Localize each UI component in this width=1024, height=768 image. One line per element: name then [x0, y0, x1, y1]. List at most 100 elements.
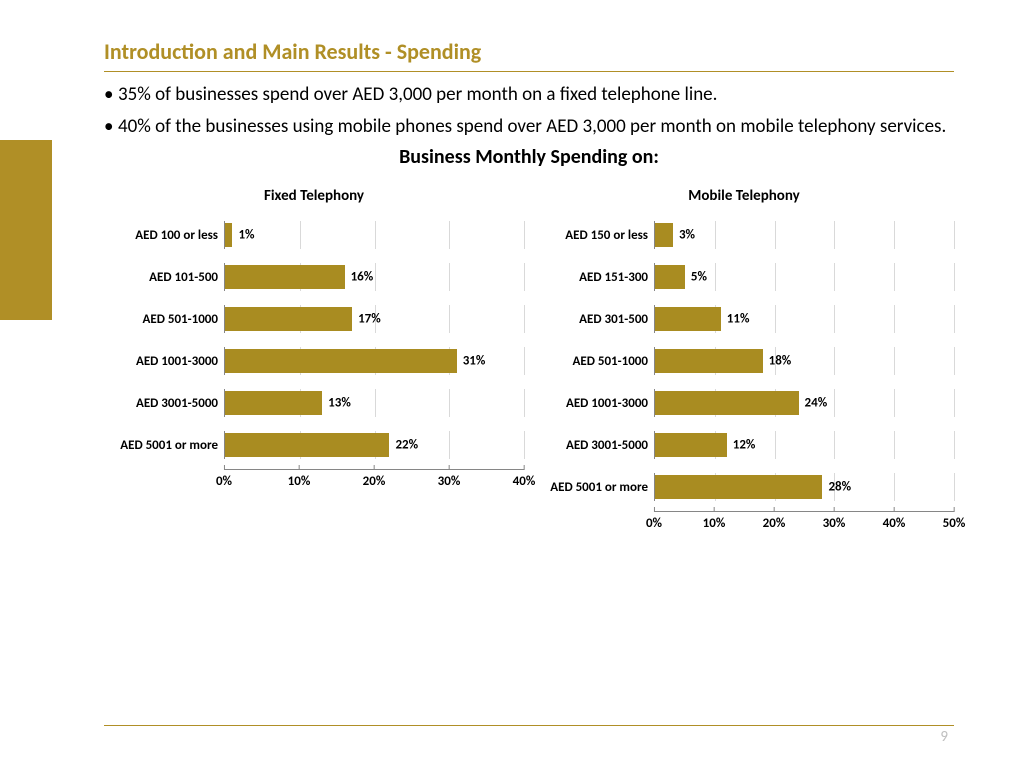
- bar-track: 1%: [224, 221, 524, 249]
- bar-track: 5%: [654, 263, 954, 291]
- category-label: AED 1001-3000: [534, 396, 654, 411]
- gridline: [834, 347, 835, 375]
- bar-track: 28%: [654, 473, 954, 501]
- bars-area: AED 100 or less1% AED 101-50016% AED 501-1…: [104, 221, 524, 459]
- bar-value-label: 24%: [799, 396, 828, 411]
- category-label: AED 151-300: [534, 270, 654, 285]
- bullet-item: 40% of the businesses using mobile phone…: [104, 114, 954, 140]
- bar: [655, 349, 763, 373]
- gridline: [524, 347, 525, 375]
- gridline: [894, 347, 895, 375]
- gridline: [834, 305, 835, 333]
- gridline: [775, 263, 776, 291]
- gridline: [775, 431, 776, 459]
- gridline: [715, 263, 716, 291]
- gridline: [300, 221, 301, 249]
- chart-row: AED 501-100017%: [104, 305, 524, 333]
- gridline: [834, 431, 835, 459]
- bar-track: 22%: [224, 431, 524, 459]
- bar-value-label: 11%: [721, 312, 750, 327]
- x-tick-label: 20%: [363, 470, 386, 489]
- bar: [225, 391, 322, 415]
- bar-chart: Fixed Telephony AED 100 or less1% AED 101-…: [104, 187, 524, 533]
- bar: [655, 433, 727, 457]
- gridline: [894, 221, 895, 249]
- category-label: AED 301-500: [534, 312, 654, 327]
- gridline: [524, 431, 525, 459]
- side-accent-bar: [0, 140, 52, 320]
- x-axis: 0%10%20%30%40%: [104, 469, 524, 491]
- gridline: [894, 389, 895, 417]
- bar-track: 18%: [654, 347, 954, 375]
- gridline: [449, 263, 450, 291]
- chart-title: Fixed Telephony: [104, 187, 524, 205]
- gridline: [375, 221, 376, 249]
- charts-row: Fixed Telephony AED 100 or less1% AED 101-…: [104, 187, 954, 533]
- gridline: [449, 431, 450, 459]
- bullet-list: 35% of businesses spend over AED 3,000 p…: [104, 82, 954, 139]
- gridline: [834, 389, 835, 417]
- gridline: [715, 221, 716, 249]
- chart-row: AED 5001 or more22%: [104, 431, 524, 459]
- bar-track: 3%: [654, 221, 954, 249]
- chart-row: AED 301-500 11%: [534, 305, 954, 333]
- bars-area: AED 150 or less3% AED 151-300 5% AED 301-50…: [534, 221, 954, 501]
- gridline: [524, 305, 525, 333]
- x-tick-label: 50%: [943, 512, 966, 531]
- category-label: AED 3001-5000: [104, 396, 224, 411]
- chart-row: AED 150 or less3%: [534, 221, 954, 249]
- x-axis: 0%10%20%30%40%50%: [534, 511, 954, 533]
- bar-track: 17%: [224, 305, 524, 333]
- bar-track: 31%: [224, 347, 524, 375]
- bar-value-label: 22%: [389, 438, 418, 453]
- gridline: [834, 263, 835, 291]
- gridline: [954, 473, 955, 501]
- bar: [225, 349, 457, 373]
- gridline: [954, 431, 955, 459]
- category-label: AED 150 or less: [534, 228, 654, 243]
- bar: [655, 307, 721, 331]
- chart-row: AED 1001-3000 24%: [534, 389, 954, 417]
- category-label: AED 501-1000: [534, 354, 654, 369]
- chart-row: AED 501-100018%: [534, 347, 954, 375]
- bar-chart: Mobile TelephonyAED 150 or less3%AED 151…: [534, 187, 954, 533]
- page-number: 9: [940, 728, 948, 746]
- bar: [655, 391, 799, 415]
- gridline: [894, 305, 895, 333]
- chart-row: AED 5001 or more28%: [534, 473, 954, 501]
- gridline: [775, 305, 776, 333]
- chart-row: AED 3001-5000 13%: [104, 389, 524, 417]
- bar-track: 24%: [654, 389, 954, 417]
- bar: [655, 475, 822, 499]
- bar-track: 13%: [224, 389, 524, 417]
- gridline: [954, 305, 955, 333]
- bar: [655, 223, 673, 247]
- gridline: [449, 305, 450, 333]
- gridline: [954, 221, 955, 249]
- category-label: AED 3001-5000: [534, 438, 654, 453]
- bar-track: 12%: [654, 431, 954, 459]
- gridline: [954, 389, 955, 417]
- chart-row: AED 101-50016%: [104, 263, 524, 291]
- gridline: [449, 389, 450, 417]
- category-label: AED 5001 or more: [534, 480, 654, 495]
- x-tick-label: 10%: [288, 470, 311, 489]
- footer-divider: [104, 725, 954, 726]
- gridline: [375, 263, 376, 291]
- bar-value-label: 13%: [322, 396, 351, 411]
- gridline: [954, 347, 955, 375]
- category-label: AED 101-500: [104, 270, 224, 285]
- slide-title: Introduction and Main Results - Spending: [104, 38, 954, 72]
- bar-track: 16%: [224, 263, 524, 291]
- chart-row: AED 1001-300031%: [104, 347, 524, 375]
- chart-row: AED 100 or less1%: [104, 221, 524, 249]
- bar: [225, 223, 232, 247]
- bar-track: 11%: [654, 305, 954, 333]
- chart-row: AED 151-300 5%: [534, 263, 954, 291]
- x-tick-label: 0%: [646, 512, 662, 531]
- x-tick-label: 20%: [763, 512, 786, 531]
- bar-value-label: 31%: [457, 354, 486, 369]
- gridline: [894, 473, 895, 501]
- gridline: [834, 221, 835, 249]
- bar-value-label: 5%: [685, 270, 707, 285]
